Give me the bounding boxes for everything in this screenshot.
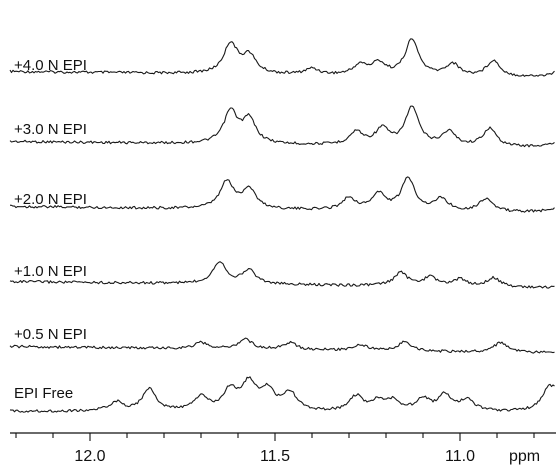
x-tick-label: 12.0 xyxy=(74,448,105,465)
spectrum-trace-1 xyxy=(9,38,555,77)
x-axis: 12.011.511.010.5 ppm xyxy=(10,432,556,465)
spectrum-trace-2 xyxy=(9,105,555,148)
x-axis-unit-label: ppm xyxy=(509,448,540,465)
spectrum-label-3: +2.0 N EPI xyxy=(14,191,87,208)
spectrum-trace-3 xyxy=(9,176,555,213)
spectrum-labels: +4.0 N EPI +3.0 N EPI +2.0 N EPI +1.0 N EPI… xyxy=(14,57,87,402)
spectrum-trace-6 xyxy=(9,376,555,413)
spectrum-trace-4 xyxy=(9,261,555,289)
spectrum-label-2: +3.0 N EPI xyxy=(14,121,87,138)
x-axis-tick-labels: 12.011.511.010.5 xyxy=(74,448,475,465)
spectrum-label-1: +4.0 N EPI xyxy=(14,57,87,74)
spectra-traces xyxy=(9,38,555,413)
x-tick-label: 11.5 xyxy=(260,448,290,465)
spectrum-label-6: EPI Free xyxy=(14,385,73,402)
spectrum-trace-5 xyxy=(9,337,555,354)
spectrum-label-5: +0.5 N EPI xyxy=(14,326,87,343)
x-axis-ticks xyxy=(15,433,535,441)
spectrum-label-4: +1.0 N EPI xyxy=(14,263,87,280)
x-tick-label: 11.0 xyxy=(445,448,475,465)
